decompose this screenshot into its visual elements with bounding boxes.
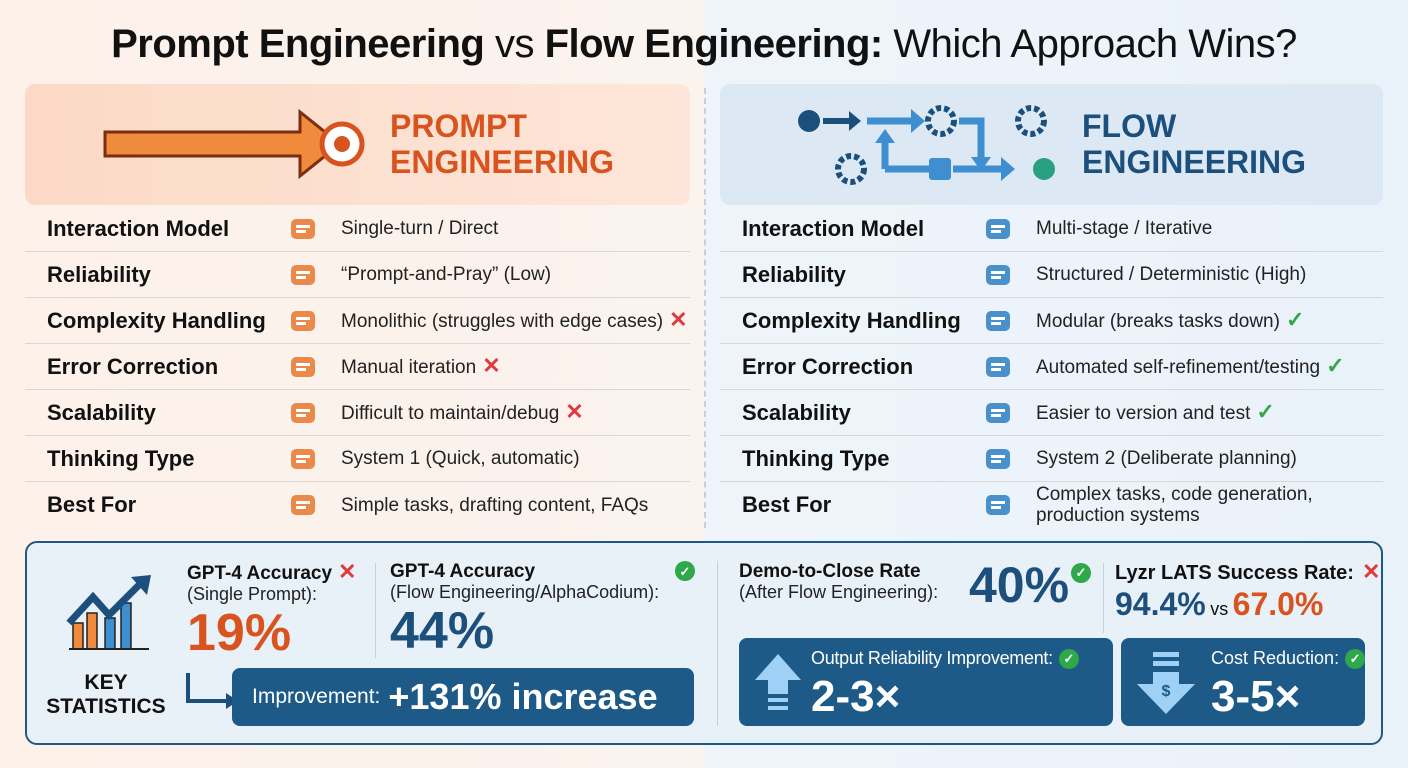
check-icon: ✓ [1285,307,1305,332]
key-statistics-label: KEY STATISTICS [46,671,166,718]
table-row: Scalability Easier to version and test ✓ [720,390,1383,436]
lyzr-lats-stat: Lyzr LATS Success Rate: ✕ 94.4% vs 67.0% [1115,559,1381,623]
header-line2: ENGINEERING [390,144,615,180]
row-value: Simple tasks, drafting content, FAQs [341,494,649,516]
row-label: Scalability [47,399,156,425]
row-label: Complexity Handling [742,307,961,333]
row-value: Difficult to maintain/debug [341,403,560,424]
row-label: Thinking Type [47,445,195,471]
table-row: Interaction Model Multi-stage / Iterative [720,206,1383,252]
table-row: Reliability Structured / Deterministic (H… [720,252,1383,298]
center-divider [704,88,706,528]
table-row: Complexity Handling Modular (breaks tasks… [720,298,1383,344]
brain-lightning-icon [285,444,321,474]
row-label: Thinking Type [742,445,890,471]
robot-arm-magnifier-icon [980,352,1016,382]
wrench-hand-icon [285,352,321,382]
row-value: Structured / Deterministic (High) [1036,264,1307,285]
shield-check-icon [980,260,1016,290]
x-mark-icon: ✕ [565,399,584,424]
x-mark-icon: ✕ [669,307,688,332]
row-label: Complexity Handling [47,307,266,333]
page-title: Prompt Engineering vs Flow Engineering: … [111,22,1297,66]
x-mark-icon: ✕ [482,353,501,378]
svg-text:$: $ [1162,683,1171,700]
gpt4-single-stat: GPT-4 Accuracy ✕ (Single Prompt): 19% [187,559,357,662]
row-label: Error Correction [47,353,219,379]
warning-icon [285,260,321,290]
header-line1: FLOW [1082,108,1177,144]
flow-comparison-table: Interaction Model Multi-stage / Iterative… [720,206,1383,528]
row-label: Interaction Model [742,215,925,241]
improvement-banner: Improvement: +131% increase [232,668,694,726]
table-row: Complexity Handling Monolithic (struggles… [25,298,690,344]
row-value: “Prompt-and-Pray” (Low) [341,264,552,285]
row-value: Complex tasks, code generation, producti… [1036,484,1313,526]
check-icon: ✓ [1345,649,1366,670]
header-line2: ENGINEERING [1082,144,1307,180]
row-value: Multi-stage / Iterative [1036,218,1213,239]
x-mark-icon: ✕ [1361,559,1381,584]
table-row: Interaction Model Single-turn / Direct [25,206,690,252]
flow-diagram-icon [798,105,1055,185]
broken-chain-icon [285,398,321,428]
row-value: Manual iteration [341,357,477,378]
key-statistics-panel: KEY STATISTICS GPT-4 Accuracy ✕ (Single Pr… [25,541,1383,745]
database-tag-icon [980,398,1016,428]
table-row: Thinking Type System 2 (Deliberate planni… [720,436,1383,482]
table-row: Error Correction Automated self-refinemen… [720,344,1383,390]
chat-bubbles-icon [285,214,321,244]
growth-chart-icon [66,575,151,650]
table-row: Scalability Difficult to maintain/debug ✕ [25,390,690,436]
check-icon: ✓ [675,561,695,581]
chat-cycle-icon [980,214,1016,244]
table-row: Thinking Type System 1 (Quick, automatic) [25,436,690,482]
demo-close-stat: Demo-to-Close Rate (After Flow Engineeri… [739,561,939,602]
table-row: Best For Simple tasks, drafting content, … [25,482,690,528]
row-label: Error Correction [742,353,914,379]
demo-close-value: 40% [969,557,1070,613]
row-label: Interaction Model [47,215,230,241]
list-icon [285,490,321,520]
arrow-target-icon [103,108,365,180]
gpt4-flow-stat: GPT-4 Accuracy ✓ (Flow Engineering/AlphaC… [390,561,695,659]
check-icon: ✓ [1071,563,1091,583]
row-value: Automated self-refinement/testing [1036,357,1321,378]
modules-icon [980,306,1016,336]
x-mark-icon: ✕ [338,559,357,584]
row-value: Single-turn / Direct [341,218,499,239]
row-value: Easier to version and test [1036,403,1251,424]
brain-network-icon [980,444,1016,474]
row-value: System 1 (Quick, automatic) [341,448,580,469]
row-label: Reliability [47,261,151,287]
row-value: Modular (breaks tasks down) [1036,311,1280,332]
row-value: System 2 (Deliberate planning) [1036,448,1297,469]
prompt-engineering-header: PROMPT ENGINEERING [25,84,690,205]
row-label: Best For [742,492,832,517]
box-icon [285,306,321,336]
table-row: Reliability “Prompt-and-Pray” (Low) [25,252,690,298]
up-arrow-icon [755,654,801,710]
table-row: Error Correction Manual iteration ✕ [25,344,690,390]
flow-engineering-header: FLOW ENGINEERING [720,84,1383,205]
table-row: Best For Complex tasks, code generation, … [720,482,1383,528]
check-icon: ✓ [1326,353,1345,378]
check-icon: ✓ [1256,399,1275,424]
row-label: Scalability [742,399,851,425]
header-line1: PROMPT [390,108,527,144]
cost-reduction-box: $ Cost Reduction: ✓ 3-5× [1121,638,1366,726]
row-label: Best For [47,492,137,517]
reliability-improvement-box: Output Reliability Improvement: ✓ 2-3× [739,638,1113,726]
prompt-comparison-table: Interaction Model Single-turn / Direct Rel… [25,206,690,528]
check-icon: ✓ [1058,649,1079,670]
row-label: Reliability [742,261,846,287]
list-icon [980,490,1016,520]
row-value: Monolithic (struggles with edge cases) [341,311,664,332]
dollar-down-arrow-icon: $ [1137,652,1195,714]
